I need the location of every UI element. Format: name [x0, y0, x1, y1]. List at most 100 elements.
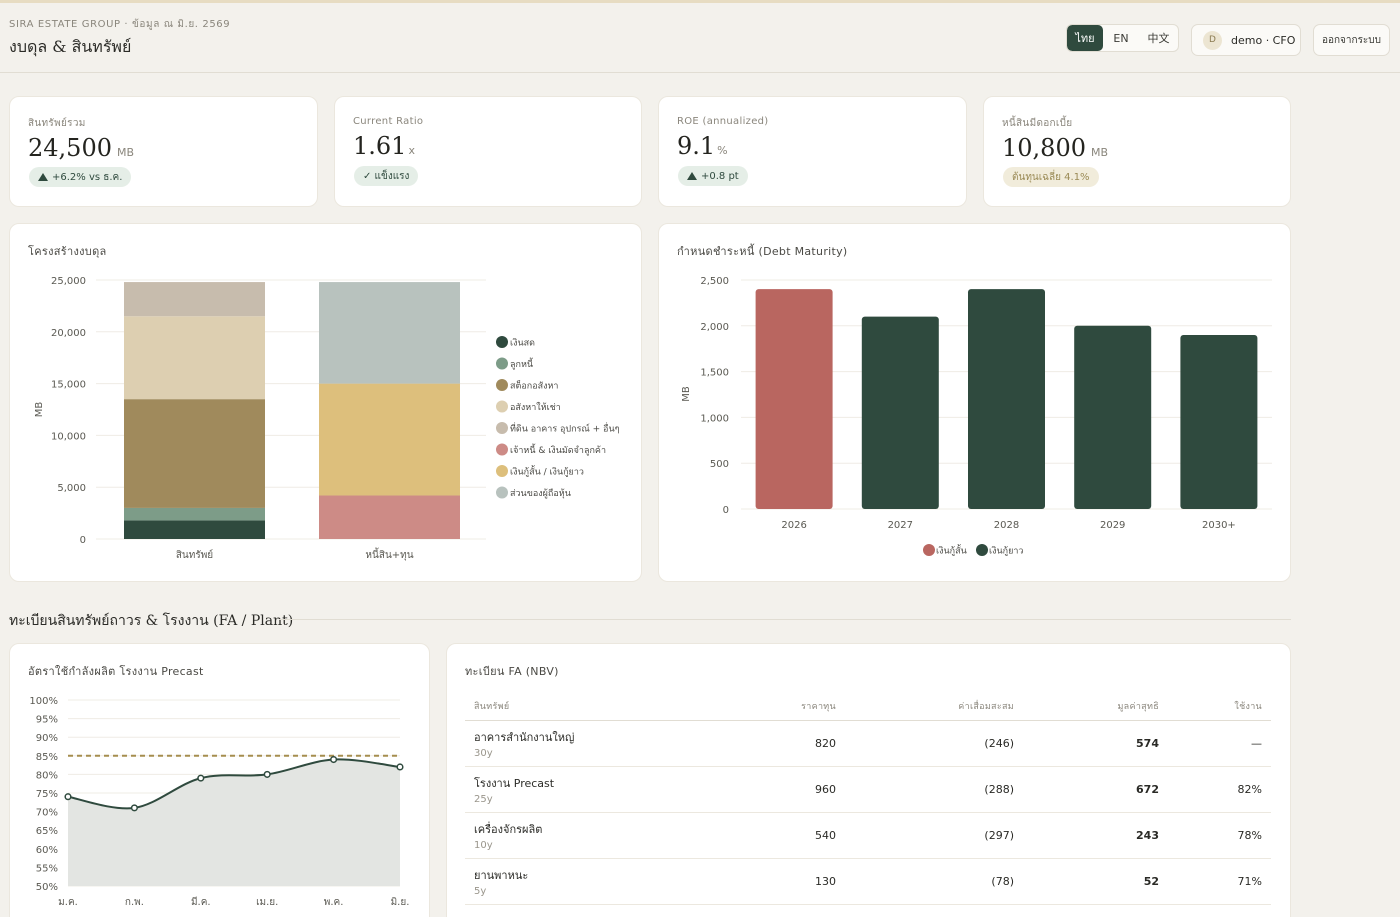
- debt-maturity-card: กำหนดชำระหนี้ (Debt Maturity) 0 500 1,000 1…: [658, 223, 1291, 582]
- user-menu[interactable]: D demo · CFO: [1191, 24, 1301, 56]
- y-tick-label: 100%: [29, 696, 58, 707]
- x-tick-label: ม.ค.: [58, 897, 78, 908]
- y-tick-label: 75%: [36, 789, 58, 800]
- asset-name: อาคารสำนักงานใหญ่: [474, 730, 575, 744]
- y-tick-label: 0: [80, 535, 86, 546]
- column-header-depreciation: ค่าเสื่อมสะสม: [845, 692, 1023, 721]
- depreciation-cell: (246): [845, 720, 1023, 767]
- kpi-change-badge: +0.8 pt: [678, 166, 748, 186]
- data-point: [330, 755, 338, 764]
- legend-label: เงินกู้สั้น: [936, 544, 967, 557]
- fa-table: สินทรัพย์ ราคาทุน ค่าเสื่อมสะสม มูลค่าสุ…: [465, 692, 1271, 905]
- logout-button[interactable]: ออกจากระบบ: [1313, 24, 1390, 56]
- kpi-label: ROE (annualized): [677, 116, 769, 127]
- kpi-label: Current Ratio: [353, 116, 424, 127]
- language-switcher: ไทย EN 中文: [1066, 24, 1179, 52]
- asset-name: ยานพาหนะ: [474, 868, 529, 882]
- y-tick-label: 20,000: [51, 328, 86, 339]
- legend-swatch: [496, 465, 508, 477]
- legend-label: ลูกหนี้: [510, 357, 534, 370]
- asset-name: เครื่องจักรผลิต: [474, 822, 543, 836]
- y-tick-label: 50%: [36, 882, 58, 893]
- kpi-value: 1.61: [353, 132, 407, 160]
- utilization-cell: —: [1168, 720, 1271, 767]
- area-fill: [68, 759, 400, 886]
- y-tick-label: 60%: [36, 845, 58, 856]
- cost-cell: 540: [725, 812, 845, 859]
- depreciation-cell: (78): [845, 858, 1023, 905]
- bar: [1180, 334, 1258, 509]
- legend-label: เงินกู้ยาว: [989, 546, 1023, 557]
- bar-segment: [124, 520, 265, 539]
- y-tick-label: 65%: [36, 826, 58, 837]
- depreciation-cell: (297): [845, 812, 1023, 859]
- section-title: ทะเบียนสินทรัพย์ถาวร & โรงงาน (FA / Plan…: [9, 613, 294, 629]
- kpi-unit: MB: [1090, 146, 1109, 159]
- section-divider: [279, 619, 1291, 620]
- bar-segment: [319, 282, 460, 384]
- lang-en-button[interactable]: EN: [1113, 31, 1129, 45]
- fa-register-card: ทะเบียน FA (NBV) สินทรัพย์ ราคาทุน ค่าเส…: [446, 643, 1291, 917]
- user-name: demo · CFO: [1231, 33, 1296, 47]
- lang-zh-button[interactable]: 中文: [1147, 32, 1170, 45]
- utilization-cell: 71%: [1168, 858, 1271, 905]
- kpi-label: หนี้สินมีดอกเบี้ย: [1002, 118, 1073, 129]
- table-header-row: สินทรัพย์ ราคาทุน ค่าเสื่อมสะสม มูลค่าสุ…: [465, 692, 1271, 721]
- table-row[interactable]: อาคารสำนักงานใหญ่ 30y 820 (246) 574 —: [465, 720, 1271, 767]
- table-row[interactable]: เครื่องจักรผลิต 10y 540 (297) 243 78%: [465, 812, 1271, 859]
- arrow-up-icon: [687, 172, 697, 180]
- nbv-cell: 52: [1023, 858, 1168, 905]
- nbv-cell: 574: [1023, 720, 1168, 767]
- asset-life: 25y: [474, 793, 493, 805]
- nbv-cell: 243: [1023, 812, 1168, 859]
- legend-swatch: [496, 336, 508, 348]
- bar-segment: [124, 399, 265, 508]
- kpi-change-badge: +6.2% vs ธ.ค.: [29, 167, 132, 187]
- legend-swatch: [923, 544, 935, 556]
- y-axis-label: MB: [34, 402, 45, 418]
- bar: [1074, 325, 1152, 509]
- table-row[interactable]: โรงงาน Precast 25y 960 (288) 672 82%: [465, 766, 1271, 813]
- legend-swatch: [496, 400, 508, 413]
- y-tick-label: 25,000: [51, 276, 86, 287]
- y-tick-label: 5,000: [57, 483, 86, 494]
- kpi-card-current-ratio: Current Ratio 1.61 x ✓ แข็งแรง: [334, 96, 642, 207]
- x-tick-label: หนี้สิน+ทุน: [365, 547, 413, 561]
- kpi-unit: %: [717, 144, 728, 157]
- bar-segment: [124, 507, 265, 521]
- kpi-status-badge: ✓ แข็งแรง: [354, 166, 419, 186]
- utilization-cell: 82%: [1168, 766, 1271, 813]
- table-row[interactable]: ยานพาหนะ 5y 130 (78) 52 71%: [465, 858, 1271, 905]
- kpi-cost-badge: ต้นทุนเฉลี่ย 4.1%: [1003, 167, 1099, 187]
- y-axis-label: MB: [681, 386, 692, 402]
- y-tick-label: 1,000: [700, 413, 729, 424]
- brand-subtitle: SIRA ESTATE GROUP · ข้อมูล ณ มิ.ย. 2569: [9, 19, 231, 30]
- y-tick-label: 95%: [36, 715, 58, 726]
- legend-label: เงินกู้สั้น / เงินกู้ยาว: [510, 465, 584, 478]
- data-point: [263, 770, 271, 778]
- kpi-card-interest-debt: หนี้สินมีดอกเบี้ย 10,800 MB ต้นทุนเฉลี่ย…: [983, 96, 1291, 207]
- x-tick-label: 2026: [781, 520, 806, 531]
- kpi-card-total-assets: สินทรัพย์รวม 24,500 MB +6.2% vs ธ.ค.: [9, 96, 318, 207]
- utilization-card: อัตราใช้กำลังผลิต โรงงาน Precast 50% 55% 6…: [9, 643, 430, 917]
- lang-th-button[interactable]: ไทย: [1067, 25, 1103, 51]
- card-title: โครงสร้างงบดุล: [28, 245, 107, 258]
- arrow-up-icon: [38, 173, 48, 181]
- data-point: [396, 763, 404, 771]
- bar-segment: [124, 316, 265, 400]
- y-tick-label: 90%: [36, 733, 58, 744]
- kpi-value: 10,800: [1002, 134, 1086, 162]
- data-point: [197, 774, 205, 782]
- legend-swatch: [976, 544, 988, 556]
- column-header-utilization: ใช้งาน: [1168, 692, 1271, 721]
- y-tick-label: 10,000: [51, 431, 86, 442]
- y-tick-label: 70%: [36, 808, 58, 819]
- legend-label: อสังหาให้เช่า: [510, 402, 561, 413]
- y-tick-label: 1,500: [700, 368, 729, 379]
- legend-swatch: [496, 486, 508, 499]
- balance-structure-card: โครงสร้างงบดุล 0 5,000 10,000 15,000 20,000 2…: [9, 223, 642, 582]
- legend-swatch: [496, 379, 508, 391]
- asset-life: 10y: [474, 839, 493, 851]
- bar: [968, 289, 1045, 509]
- debt-maturity-chart: 0 500 1,000 1,500 2,000 2,500 MB 2026 2027 2028 20…: [681, 276, 1272, 557]
